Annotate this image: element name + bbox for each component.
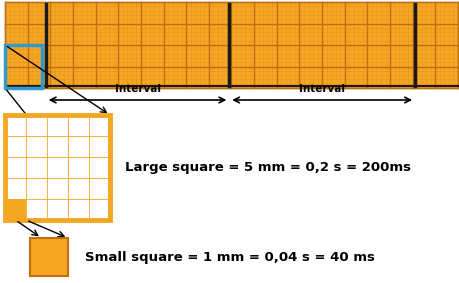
- Text: Interval: Interval: [298, 84, 344, 94]
- Bar: [5, 2, 457, 88]
- Text: Small square = 1 mm = 0,04 s = 40 ms: Small square = 1 mm = 0,04 s = 40 ms: [85, 252, 374, 265]
- Bar: [5, 115, 110, 220]
- Text: Large square = 5 mm = 0,2 s = 200ms: Large square = 5 mm = 0,2 s = 200ms: [125, 162, 410, 175]
- Bar: [30, 238, 68, 276]
- Bar: [5, 45, 42, 88]
- Bar: [5, 199, 26, 220]
- Text: Interval: Interval: [114, 84, 160, 94]
